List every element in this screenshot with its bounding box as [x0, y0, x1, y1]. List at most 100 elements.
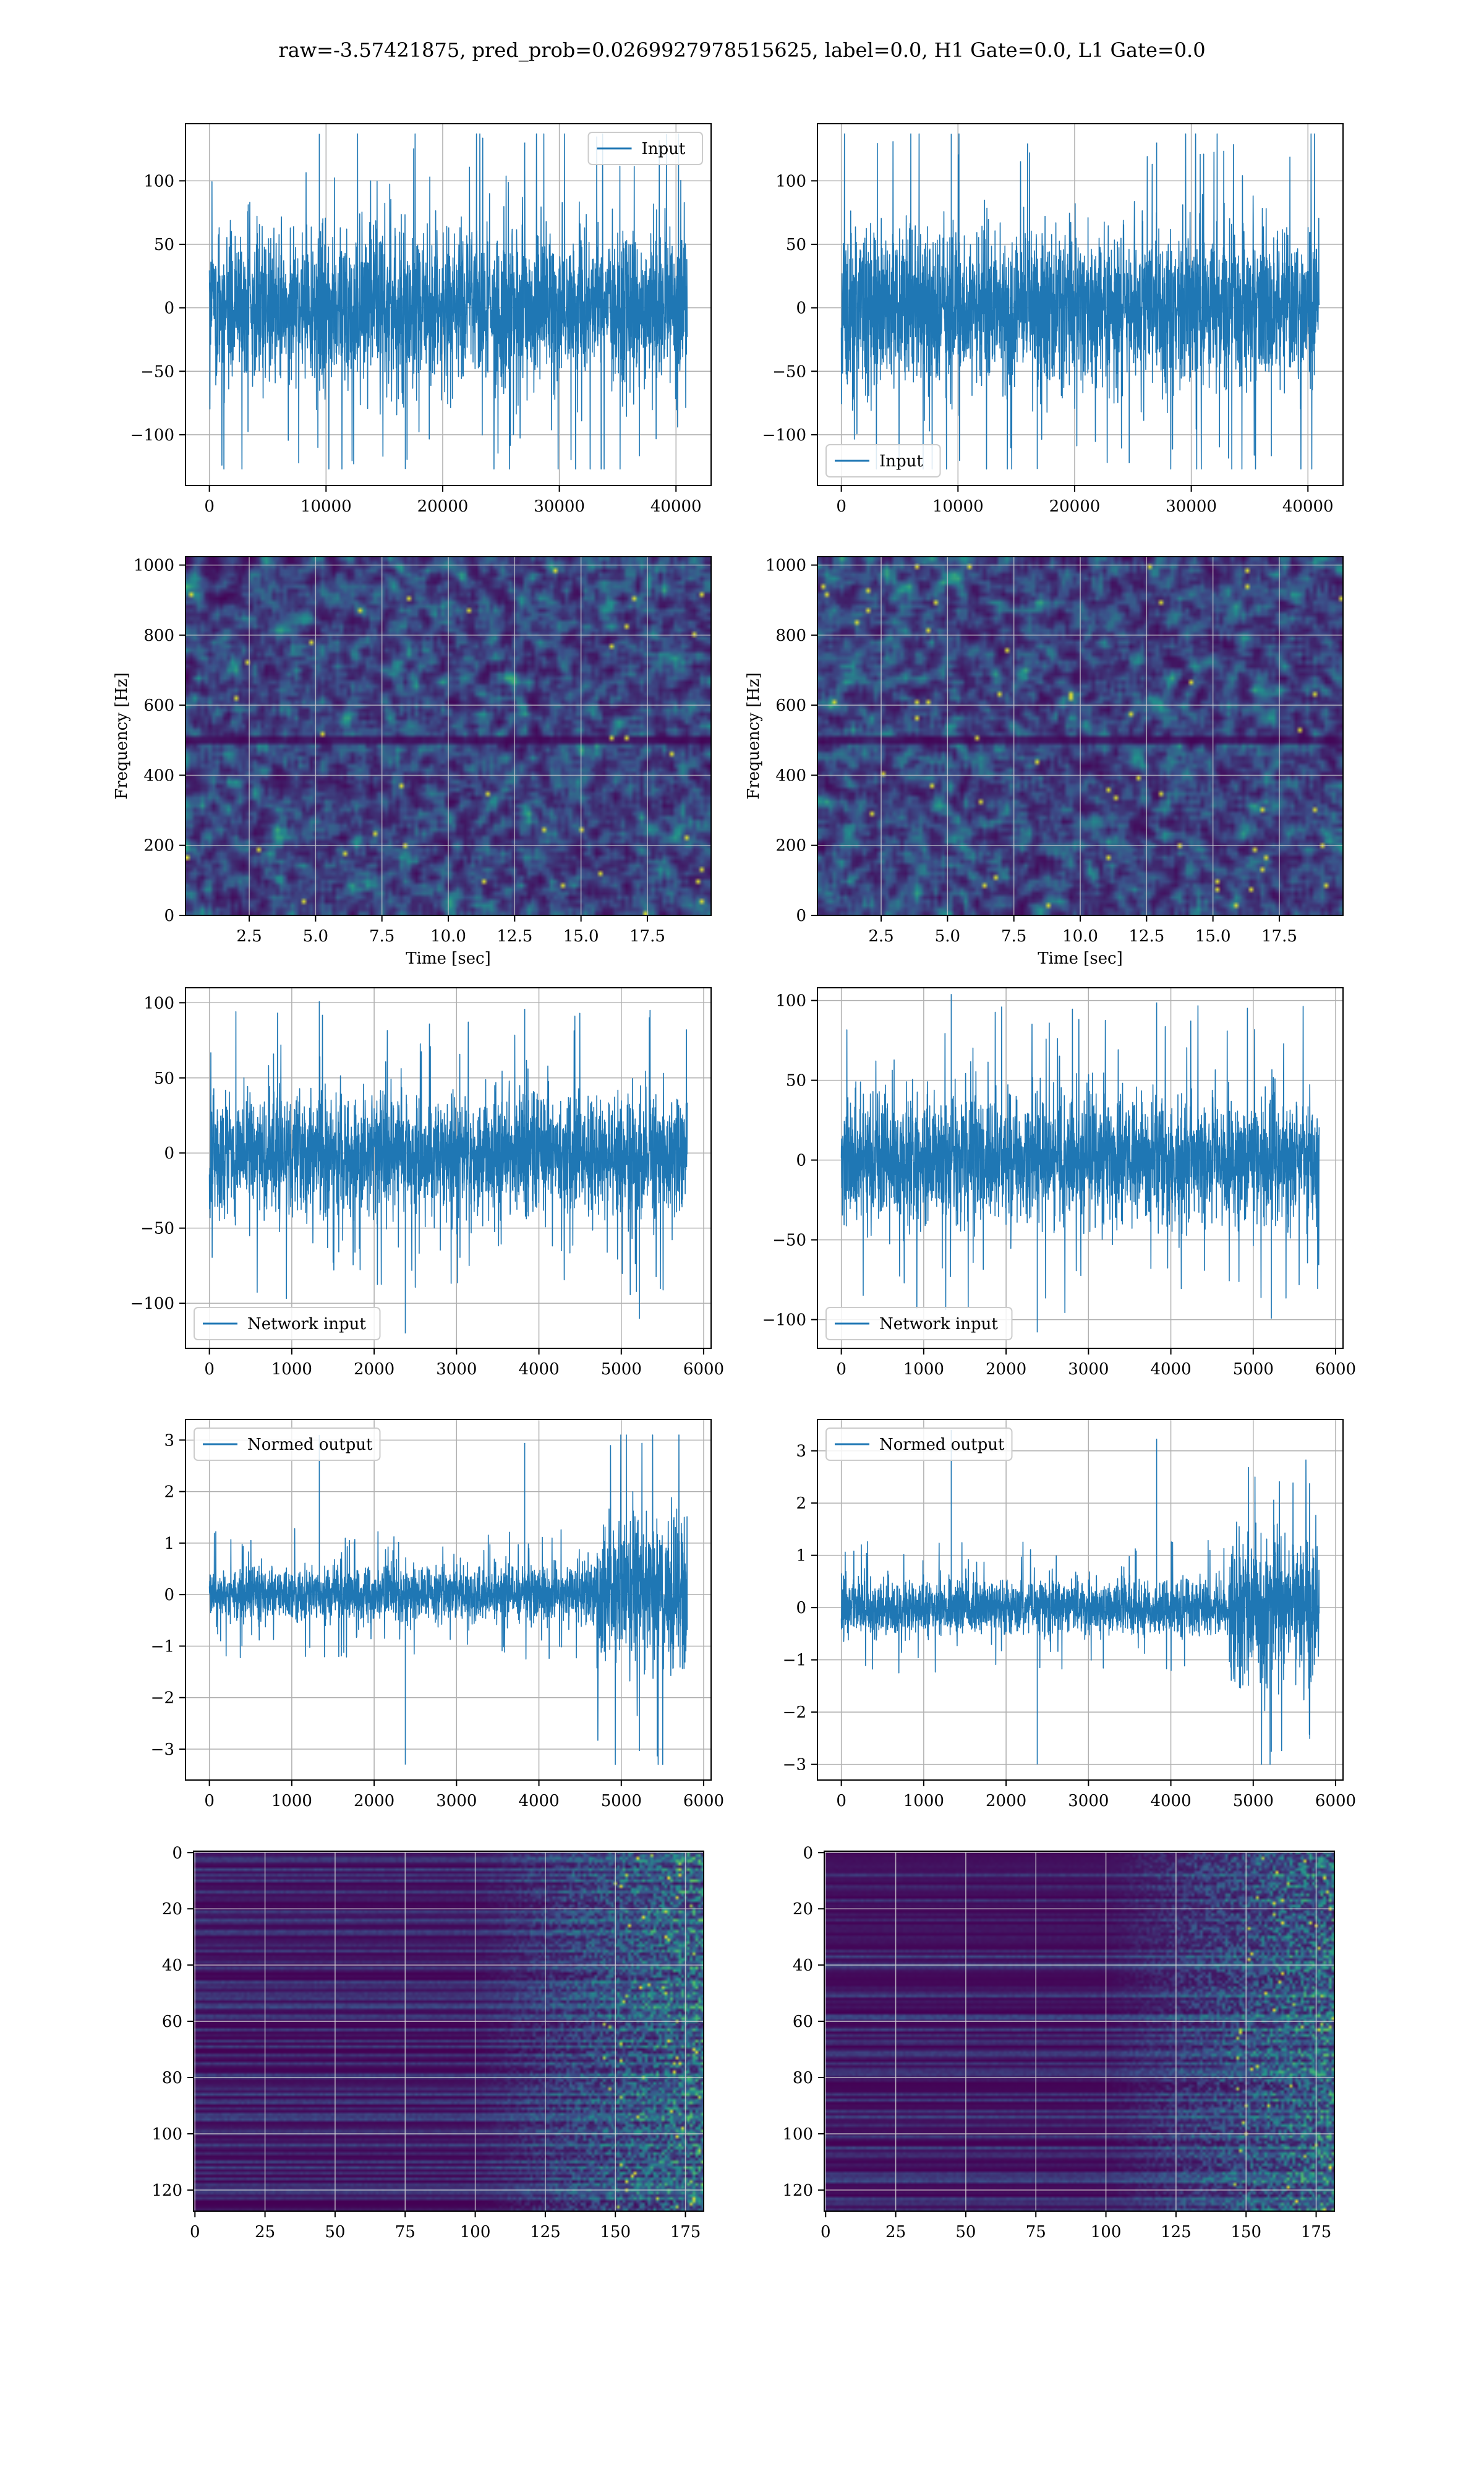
- x-tick-label: 7.5: [369, 927, 394, 946]
- axes-frame: [185, 1419, 712, 1781]
- y-tick-label: 20: [162, 1900, 182, 1919]
- x-tick-label: 75: [395, 2223, 416, 2241]
- y-tick-label: 200: [143, 837, 174, 855]
- x-tick-label: 4000: [1150, 1792, 1191, 1810]
- x-tick-label: 5.0: [935, 927, 960, 946]
- x-tick-label: 20000: [1049, 497, 1101, 516]
- axes-frame: [193, 1851, 704, 2212]
- y-tick-label: −1: [783, 1651, 806, 1670]
- x-tick-label: 10000: [301, 497, 352, 516]
- x-tick-label: 5000: [1233, 1360, 1274, 1379]
- x-tick-label: 125: [530, 2223, 561, 2241]
- x-tick-label: 100: [1091, 2223, 1122, 2241]
- legend-label: Input: [879, 452, 923, 471]
- y-tick-label: 60: [162, 2013, 182, 2031]
- y-tick-label: −2: [783, 1703, 806, 1722]
- axes-frame: [817, 1419, 1344, 1781]
- x-tick-label: 125: [1161, 2223, 1192, 2241]
- y-tick-label: −1: [151, 1637, 174, 1656]
- y-tick-label: 0: [164, 1586, 174, 1604]
- y-tick-label: 600: [143, 696, 174, 715]
- y-tick-label: 200: [775, 837, 806, 855]
- legend: Input: [587, 132, 703, 165]
- x-tick-label: 0: [821, 2223, 831, 2241]
- y-tick-label: −2: [151, 1689, 174, 1708]
- x-tick-label: 75: [1026, 2223, 1046, 2241]
- y-tick-label: 0: [164, 1144, 174, 1163]
- y-tick-label: 20: [793, 1900, 813, 1919]
- line-chart-r3c2: 0 1000 2000 3000 4000 5000 6000 −100 −50 0 50 100 Ne…: [762, 987, 1356, 1379]
- x-tick-label: 2000: [354, 1792, 394, 1810]
- y-tick-label: 120: [151, 2181, 182, 2200]
- y-tick-label: 0: [796, 1152, 806, 1170]
- legend-box: [194, 1307, 381, 1340]
- x-tick-label: 1000: [271, 1792, 312, 1810]
- y-tick-label: 1: [164, 1534, 174, 1553]
- x-tick-label: 12.5: [1128, 927, 1164, 946]
- legend: Input: [825, 444, 941, 477]
- y-tick-label: 400: [143, 766, 174, 785]
- y-tick-label: −50: [140, 362, 174, 381]
- legend-label: Normed output: [247, 1436, 373, 1454]
- x-tick-label: 0: [204, 1792, 215, 1810]
- x-tick-label: 0: [204, 1360, 215, 1379]
- y-tick-label: 600: [775, 696, 806, 715]
- x-tick-label: 0: [204, 497, 215, 516]
- x-tick-label: 1000: [271, 1360, 312, 1379]
- x-tick-label: 2000: [986, 1792, 1026, 1810]
- legend-box: [194, 1427, 381, 1461]
- y-tick-label: 80: [793, 2069, 813, 2087]
- x-tick-label: 6000: [1315, 1792, 1356, 1810]
- x-tick-label: 10.0: [430, 927, 466, 946]
- x-tick-label: 15.0: [1195, 927, 1231, 946]
- x-tick-label: 20000: [417, 497, 469, 516]
- axes-frame: [824, 1851, 1335, 2212]
- activation-map-r5c2: 0 25 50 75 100 125 150 175 0 20 40 60 80 100 120: [782, 1844, 1335, 2241]
- y-tick-label: 80: [162, 2069, 182, 2087]
- y-tick-label: 1: [796, 1547, 806, 1565]
- legend-box: [587, 132, 703, 165]
- axes-frame: [817, 123, 1344, 486]
- x-tick-label: 50: [325, 2223, 345, 2241]
- x-tick-label: 0: [190, 2223, 200, 2241]
- y-tick-label: 120: [782, 2181, 813, 2200]
- x-tick-label: 25: [255, 2223, 275, 2241]
- y-tick-label: 50: [786, 236, 806, 254]
- y-tick-label: 0: [803, 1844, 813, 1862]
- x-tick-label: 17.5: [629, 927, 665, 946]
- y-tick-label: −50: [140, 1220, 174, 1238]
- x-tick-label: 50: [955, 2223, 976, 2241]
- y-axis-label: Frequency [Hz]: [744, 672, 763, 800]
- x-tick-label: 40000: [1282, 497, 1334, 516]
- x-tick-label: 1000: [903, 1792, 944, 1810]
- x-tick-label: 5000: [601, 1792, 642, 1810]
- x-tick-label: 3000: [436, 1360, 477, 1379]
- x-tick-label: 0: [836, 497, 846, 516]
- x-tick-label: 2.5: [236, 927, 262, 946]
- y-tick-label: 50: [154, 1069, 174, 1088]
- series-line: [840, 994, 1320, 1333]
- axes-frame: [185, 987, 712, 1349]
- y-tick-label: 2: [164, 1483, 174, 1502]
- y-tick-label: 1000: [765, 557, 806, 575]
- y-tick-label: −3: [151, 1740, 174, 1759]
- y-tick-label: 40: [162, 1956, 182, 1975]
- legend: Network input: [825, 1307, 1013, 1340]
- y-tick-label: 0: [796, 1599, 806, 1617]
- x-axis-label: Time [sec]: [406, 949, 491, 968]
- x-tick-label: 4000: [518, 1792, 559, 1810]
- x-tick-label: 30000: [534, 497, 585, 516]
- x-tick-label: 6000: [1315, 1360, 1356, 1379]
- x-tick-label: 150: [600, 2223, 631, 2241]
- x-tick-label: 2.5: [868, 927, 893, 946]
- x-tick-label: 12.5: [497, 927, 532, 946]
- y-axis-label: Frequency [Hz]: [113, 672, 131, 800]
- y-tick-label: −50: [772, 1231, 806, 1250]
- x-tick-label: 2000: [354, 1360, 394, 1379]
- y-tick-label: 0: [796, 299, 806, 318]
- y-tick-label: 100: [151, 2125, 182, 2144]
- x-tick-label: 175: [670, 2223, 701, 2241]
- series-line: [208, 133, 688, 470]
- activation-map-r5c1: 0 25 50 75 100 125 150 175 0 20 40 60 80 100 120: [151, 1844, 704, 2241]
